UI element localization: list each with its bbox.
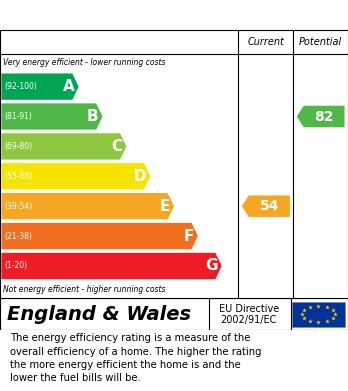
Polygon shape [242, 196, 290, 217]
Text: (69-80): (69-80) [4, 142, 32, 151]
Text: (1-20): (1-20) [4, 262, 27, 271]
Text: (39-54): (39-54) [4, 202, 32, 211]
Text: EU Directive
2002/91/EC: EU Directive 2002/91/EC [219, 303, 279, 325]
Polygon shape [1, 193, 174, 219]
Text: C: C [111, 139, 122, 154]
Text: E: E [159, 199, 170, 213]
Polygon shape [1, 163, 150, 190]
Text: Energy Efficiency Rating: Energy Efficiency Rating [10, 6, 239, 24]
Text: B: B [87, 109, 98, 124]
Text: (81-91): (81-91) [4, 112, 32, 121]
Polygon shape [297, 106, 345, 127]
Text: F: F [183, 229, 194, 244]
Text: England & Wales: England & Wales [7, 305, 191, 324]
Polygon shape [1, 223, 198, 249]
Text: Not energy efficient - higher running costs: Not energy efficient - higher running co… [3, 285, 166, 294]
Text: (21-38): (21-38) [4, 231, 32, 240]
Text: Very energy efficient - lower running costs: Very energy efficient - lower running co… [3, 59, 166, 68]
Text: D: D [133, 169, 146, 184]
Text: (92-100): (92-100) [4, 82, 37, 91]
Polygon shape [1, 103, 103, 130]
Text: (55-68): (55-68) [4, 172, 32, 181]
Text: G: G [205, 258, 218, 273]
Text: Potential: Potential [299, 37, 342, 47]
Text: 54: 54 [260, 199, 279, 213]
Text: 82: 82 [314, 109, 334, 124]
FancyBboxPatch shape [292, 302, 345, 327]
Text: The energy efficiency rating is a measure of the
overall efficiency of a home. T: The energy efficiency rating is a measur… [10, 334, 262, 383]
Polygon shape [1, 74, 79, 100]
Polygon shape [1, 133, 126, 160]
Text: A: A [63, 79, 74, 94]
Polygon shape [1, 253, 222, 279]
Text: Current: Current [247, 37, 284, 47]
